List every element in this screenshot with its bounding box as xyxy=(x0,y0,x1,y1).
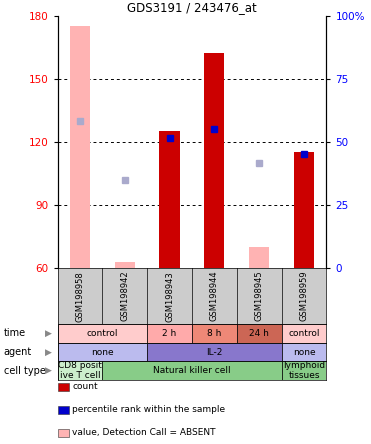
Text: Natural killer cell: Natural killer cell xyxy=(153,366,231,375)
Bar xyxy=(294,152,314,268)
Text: control: control xyxy=(288,329,320,338)
Bar xyxy=(147,343,282,361)
Text: GSM198942: GSM198942 xyxy=(120,271,129,321)
Bar xyxy=(192,324,237,343)
Text: ▶: ▶ xyxy=(45,329,52,338)
Text: 24 h: 24 h xyxy=(249,329,269,338)
Text: lymphoid
tissues: lymphoid tissues xyxy=(283,361,325,381)
Bar xyxy=(115,262,135,268)
Bar xyxy=(237,324,282,343)
Text: 8 h: 8 h xyxy=(207,329,221,338)
Bar xyxy=(160,131,180,268)
Text: GSM198945: GSM198945 xyxy=(255,271,264,321)
Bar xyxy=(147,324,192,343)
Text: none: none xyxy=(91,348,114,357)
Text: count: count xyxy=(72,382,98,391)
Bar xyxy=(282,343,326,361)
Text: time: time xyxy=(4,329,26,338)
Bar xyxy=(204,53,224,268)
Bar xyxy=(58,343,147,361)
Text: percentile rank within the sample: percentile rank within the sample xyxy=(72,405,226,414)
Text: CD8 posit
ive T cell: CD8 posit ive T cell xyxy=(58,361,102,381)
Bar xyxy=(58,324,147,343)
Text: IL-2: IL-2 xyxy=(206,348,223,357)
Bar xyxy=(102,361,282,380)
Text: cell type: cell type xyxy=(4,366,46,376)
Text: control: control xyxy=(86,329,118,338)
Text: ▶: ▶ xyxy=(45,366,52,375)
Text: GSM198958: GSM198958 xyxy=(75,271,85,321)
Text: agent: agent xyxy=(4,347,32,357)
Bar xyxy=(249,247,269,268)
Text: GSM198943: GSM198943 xyxy=(165,271,174,321)
Bar xyxy=(282,324,326,343)
Text: value, Detection Call = ABSENT: value, Detection Call = ABSENT xyxy=(72,428,216,437)
Text: GSM198944: GSM198944 xyxy=(210,271,219,321)
Text: none: none xyxy=(293,348,315,357)
Text: ▶: ▶ xyxy=(45,348,52,357)
Bar xyxy=(282,361,326,380)
Text: 2 h: 2 h xyxy=(162,329,177,338)
Bar xyxy=(70,26,90,268)
Text: GSM198959: GSM198959 xyxy=(299,271,309,321)
Title: GDS3191 / 243476_at: GDS3191 / 243476_at xyxy=(127,1,257,14)
Bar xyxy=(58,361,102,380)
